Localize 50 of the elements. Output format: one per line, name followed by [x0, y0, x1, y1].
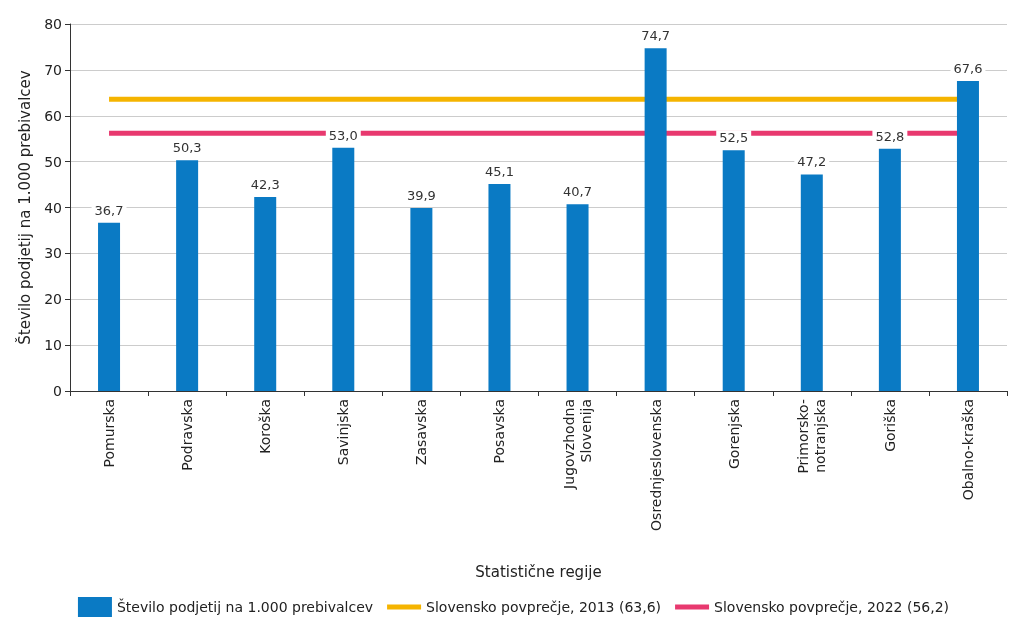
- legend-label: Slovensko povprečje, 2013 (63,6): [426, 599, 662, 615]
- y-tick-label: 80: [44, 16, 62, 32]
- data-label: 67,6: [953, 60, 983, 76]
- y-tick-label: 70: [44, 61, 62, 78]
- bar: [332, 147, 355, 391]
- x-tick-label: Jugovzhodna Slovenija: [561, 399, 595, 490]
- x-tick-label: Obalno-kraška: [959, 399, 976, 501]
- bar: [410, 207, 433, 391]
- data-label: 52,5: [719, 130, 749, 146]
- bar: [878, 148, 901, 391]
- x-tick-label: Goriška: [881, 399, 898, 452]
- y-tick-label: 10: [44, 337, 62, 354]
- data-label: 40,7: [563, 184, 593, 200]
- data-label: 42,3: [250, 176, 280, 192]
- x-tick-label: Zasavska: [413, 399, 430, 466]
- data-label: 50,3: [172, 140, 202, 156]
- data-label: 74,7: [641, 28, 671, 44]
- x-tick-label: Pomurska: [101, 399, 118, 468]
- x-tick-label: Gorenjska: [725, 399, 742, 469]
- bar: [566, 204, 589, 391]
- data-label: 36,7: [94, 202, 124, 218]
- bar: [254, 196, 277, 391]
- bar: [800, 174, 823, 391]
- data-label: 45,1: [484, 164, 514, 180]
- data-label: 53,0: [328, 127, 358, 143]
- y-tick-label: 60: [44, 107, 62, 124]
- x-axis-title: Statistične regije: [475, 562, 602, 581]
- y-tick-label: 0: [53, 383, 62, 399]
- bar: [956, 80, 979, 391]
- x-tick-label: Podravska: [179, 399, 196, 471]
- y-tick-label: 50: [44, 153, 62, 170]
- x-tick-label: Osrednjeslovenska: [647, 399, 664, 531]
- legend-label: Število podjetij na 1.000 prebivalcev: [116, 598, 374, 615]
- data-label: 47,2: [797, 154, 827, 170]
- bar: [488, 184, 511, 391]
- y-tick-label: 30: [44, 245, 62, 262]
- x-tick-label: Primorsko- notranjska: [795, 399, 829, 474]
- y-tick-label: 20: [44, 291, 62, 308]
- data-label: 52,8: [875, 128, 905, 144]
- y-axis-title: Število podjetij na 1.000 prebivalcev: [14, 70, 34, 345]
- bar: [176, 160, 199, 391]
- bar: [722, 150, 745, 391]
- x-tick-label: Posavska: [491, 399, 508, 464]
- data-label: 39,9: [406, 187, 436, 203]
- legend-label: Slovensko povprečje, 2022 (56,2): [714, 599, 950, 615]
- bar: [98, 222, 121, 391]
- bar: [644, 48, 667, 391]
- y-tick-label: 40: [44, 199, 62, 216]
- x-tick-label: Koroška: [257, 399, 274, 454]
- x-tick-label: Savinjska: [335, 399, 352, 466]
